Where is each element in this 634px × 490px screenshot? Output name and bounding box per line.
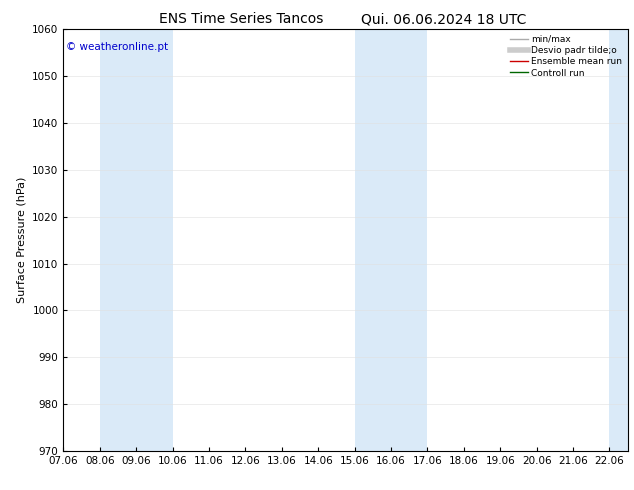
Text: © weatheronline.pt: © weatheronline.pt xyxy=(66,42,169,52)
Text: Qui. 06.06.2024 18 UTC: Qui. 06.06.2024 18 UTC xyxy=(361,12,526,26)
Legend: min/max, Desvio padr tilde;o, Ensemble mean run, Controll run: min/max, Desvio padr tilde;o, Ensemble m… xyxy=(507,32,625,80)
Bar xyxy=(100,29,172,451)
Bar xyxy=(609,29,628,451)
Y-axis label: Surface Pressure (hPa): Surface Pressure (hPa) xyxy=(16,177,27,303)
Text: ENS Time Series Tancos: ENS Time Series Tancos xyxy=(158,12,323,26)
Bar xyxy=(354,29,427,451)
